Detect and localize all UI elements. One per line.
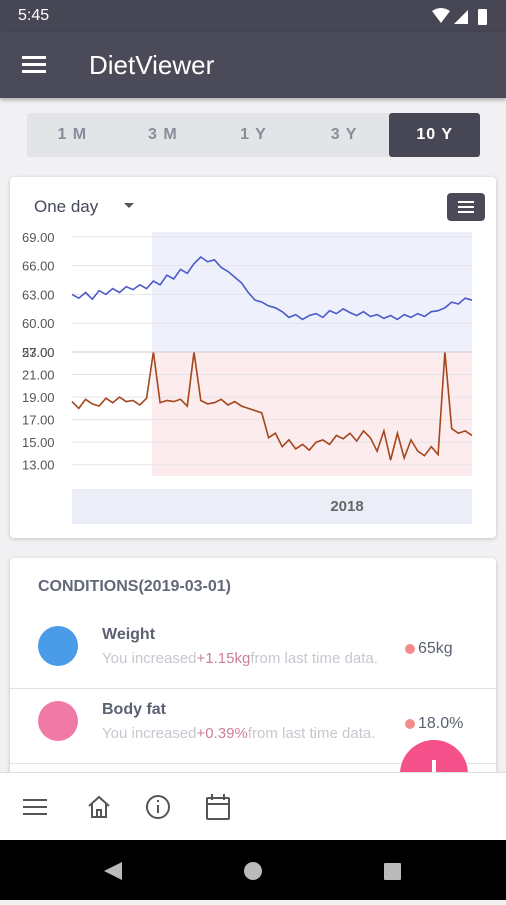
highlight-region [152,232,472,352]
range-tab[interactable]: 3 Y [330,126,358,143]
body-fat-line [71,351,473,461]
highlight-region [152,352,472,476]
y-tick-label: 69.00 [22,230,55,245]
condition-name: Weight [102,626,156,643]
range-tab[interactable]: 1 Y [240,126,267,143]
condition-dot [405,644,415,654]
condition-item[interactable]: Body fat You increased+0.39%from last tim… [10,689,496,764]
weight-line [71,255,473,321]
chart-card: One day 57.00 60.00 63.00 66.00 69.00 13.00 15… [10,177,496,538]
bottom-nav-icons [23,794,230,820]
y-tick-label: 57.00 [22,345,55,360]
condition-value: 65kg [418,640,453,657]
system-nav [0,840,506,900]
y-tick-label: 21.00 [22,368,55,383]
condition-prefix: You increased [102,725,197,742]
home-button[interactable] [244,862,262,880]
y-tick-label: 66.00 [22,259,55,274]
x-axis-label: 2018 [330,498,363,515]
period-dropdown[interactable]: One day [34,197,138,217]
condition-change: +1.15kg [196,650,251,667]
period-label: One day [34,197,99,216]
x-axis-band [72,489,472,524]
y-tick-label: 63.00 [22,287,55,302]
status-bar: 5:45 [0,0,506,32]
y-tick-label: 19.00 [22,390,55,405]
nav-info[interactable] [146,795,170,819]
condition-value: 18.0% [418,715,464,732]
condition-suffix: from last time data. [247,725,376,742]
system-nav-buttons [104,862,401,880]
dropdown-arrow [124,203,135,208]
bottom-nav [0,772,506,840]
condition-icon [38,626,78,666]
nav-calendar[interactable] [206,794,230,820]
condition-item[interactable]: Weight You increased+1.15kgfrom last time… [10,614,496,689]
chart-menu-button[interactable] [447,193,485,221]
condition-description: You increased+1.15kgfrom last time data. [102,650,378,667]
condition-suffix: from last time data. [250,650,378,667]
status-icons [432,8,487,25]
condition-prefix: You increased [102,650,197,667]
condition-description: You increased+0.39%from last time data. [102,725,375,742]
condition-change: +0.39% [196,725,248,742]
range-tab[interactable]: 3 M [148,126,178,143]
range-tab[interactable]: 1 M [57,126,88,143]
menu-button[interactable] [22,54,48,76]
chart: 57.00 60.00 63.00 66.00 69.00 13.00 15.00 17.00… [22,230,473,524]
conditions-title: CONDITIONS(2019-03-01) [38,578,231,595]
nav-home[interactable] [88,795,110,818]
range-tab[interactable]: 10 Y [389,113,480,157]
condition-icon [38,701,78,741]
condition-dot [405,719,415,729]
y-tick-label: 13.00 [22,458,55,473]
back-button[interactable] [104,862,122,880]
status-time: 5:45 [18,7,50,24]
recents-button[interactable] [384,863,401,880]
y-tick-label: 15.00 [22,435,55,450]
condition-name: Body fat [102,701,166,718]
range-tabs: 1 M 3 M 1 Y 3 Y 10 Y [27,113,480,157]
app-title: DietViewer [89,50,215,80]
y-tick-label: 17.00 [22,413,55,428]
y-tick-label: 60.00 [22,316,55,331]
nav-menu[interactable] [23,799,47,815]
y-tick-label: 23.00 [22,345,55,360]
app-bar: DietViewer [0,32,506,98]
